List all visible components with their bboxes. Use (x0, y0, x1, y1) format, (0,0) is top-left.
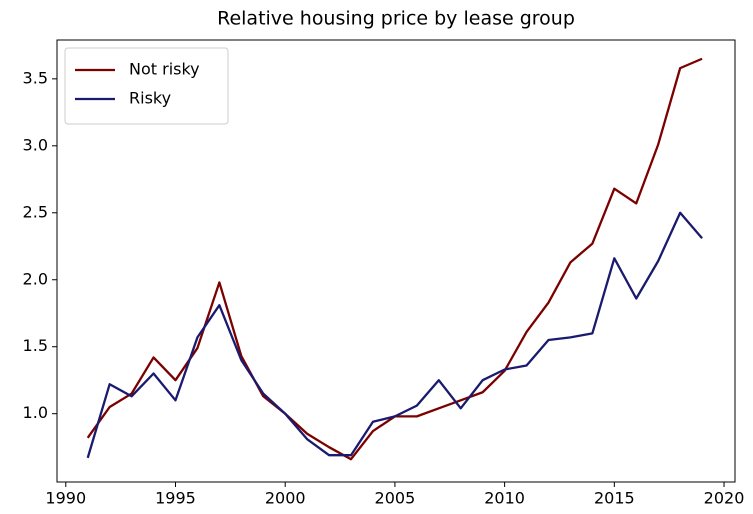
x-tick-label: 2020 (704, 489, 745, 508)
chart-title: Relative housing price by lease group (217, 8, 575, 30)
y-tick-label: 2.0 (23, 269, 48, 288)
series-line (86, 211, 703, 459)
y-tick-label: 2.5 (23, 202, 48, 221)
legend: Not risky Risky (64, 47, 229, 125)
x-tick-label: 2005 (375, 489, 416, 508)
legend-box (64, 47, 229, 125)
x-tick-label: 1995 (155, 489, 196, 508)
y-tick-label: 1.5 (23, 336, 48, 355)
y-tick-label: 3.5 (23, 68, 48, 87)
x-tick-label: 2000 (265, 489, 306, 508)
y-tick-label: 1.0 (23, 403, 48, 422)
y-tick-label: 3.0 (23, 135, 48, 154)
x-tick-label: 1990 (45, 489, 86, 508)
x-tick-label: 2010 (484, 489, 525, 508)
x-tick-label: 2015 (594, 489, 635, 508)
plot-frame (56, 39, 736, 483)
legend-label: Not risky (129, 60, 200, 79)
legend-label: Risky (129, 89, 171, 108)
